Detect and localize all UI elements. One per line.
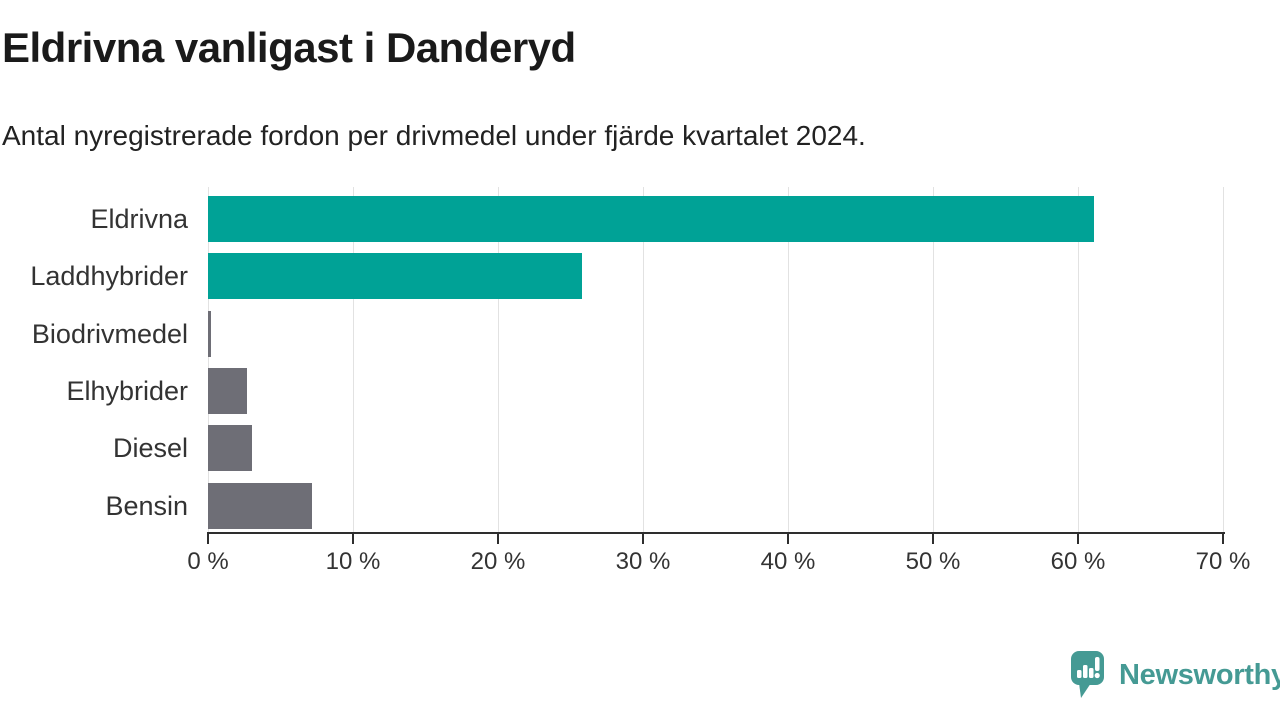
tick-label-50-percent: 50 % xyxy=(905,548,961,575)
tick-mark-70-percent xyxy=(1222,532,1224,544)
chart-subtitle: Antal nyregistrerade fordon per drivmede… xyxy=(2,120,866,151)
category-label-laddhybrider: Laddhybrider xyxy=(30,261,188,292)
category-label-eldrivna: Eldrivna xyxy=(90,204,188,234)
gridline-0-percent xyxy=(207,187,209,532)
tick-mark-40-percent xyxy=(787,532,789,544)
tick-mark-0-percent xyxy=(207,532,209,544)
category-label-elhybrider: Elhybrider xyxy=(66,375,188,406)
gridline-70-percent xyxy=(1222,187,1224,532)
category-axis-labels: Eldrivna Laddhybrider Biodrivmedel Elhybrid… xyxy=(0,187,188,532)
newsworthy-logo-text: Newsworthy xyxy=(1119,658,1280,691)
gridline-40-percent xyxy=(787,187,789,532)
tick-label-40-percent: 40 % xyxy=(760,548,816,575)
tick-label-20-percent: 20 % xyxy=(470,548,526,575)
gridline-30-percent xyxy=(642,187,644,532)
bar-eldrivna xyxy=(208,196,1094,242)
tick-label-10-percent: 10 % xyxy=(325,548,381,575)
tick-label-70-percent: 70 % xyxy=(1195,548,1251,575)
tick-mark-30-percent xyxy=(642,532,644,544)
gridline-50-percent xyxy=(932,187,934,532)
category-label-biodrivmedel: Biodrivmedel xyxy=(31,318,188,349)
tick-mark-50-percent xyxy=(932,532,934,544)
newsworthy-logo: Newsworthy xyxy=(1070,650,1280,700)
gridline-60-percent xyxy=(1077,187,1079,532)
bar-laddhybrider xyxy=(208,253,583,300)
tick-label-60-percent: 60 % xyxy=(1050,548,1106,575)
x-axis-line xyxy=(207,532,1225,534)
tick-mark-10-percent xyxy=(352,532,354,544)
chart-title: Eldrivna vanligast i Danderyd xyxy=(2,24,576,71)
newsworthy-speech-bubble-chart-icon xyxy=(1071,651,1104,698)
bar-biodrivmedel xyxy=(208,310,211,357)
bar-diesel xyxy=(208,425,252,472)
gridline-10-percent xyxy=(352,187,354,532)
plot-area xyxy=(207,187,1224,532)
bar-elhybrider xyxy=(208,367,248,414)
tick-mark-60-percent xyxy=(1077,532,1079,544)
tick-mark-20-percent xyxy=(497,532,499,544)
category-label-bensin: Bensin xyxy=(105,490,188,521)
gridline-20-percent xyxy=(497,187,499,532)
bar-bensin xyxy=(208,482,313,529)
tick-label-0-percent: 0 % xyxy=(187,548,229,575)
tick-label-30-percent: 30 % xyxy=(615,548,671,575)
category-label-diesel: Diesel xyxy=(112,433,188,464)
